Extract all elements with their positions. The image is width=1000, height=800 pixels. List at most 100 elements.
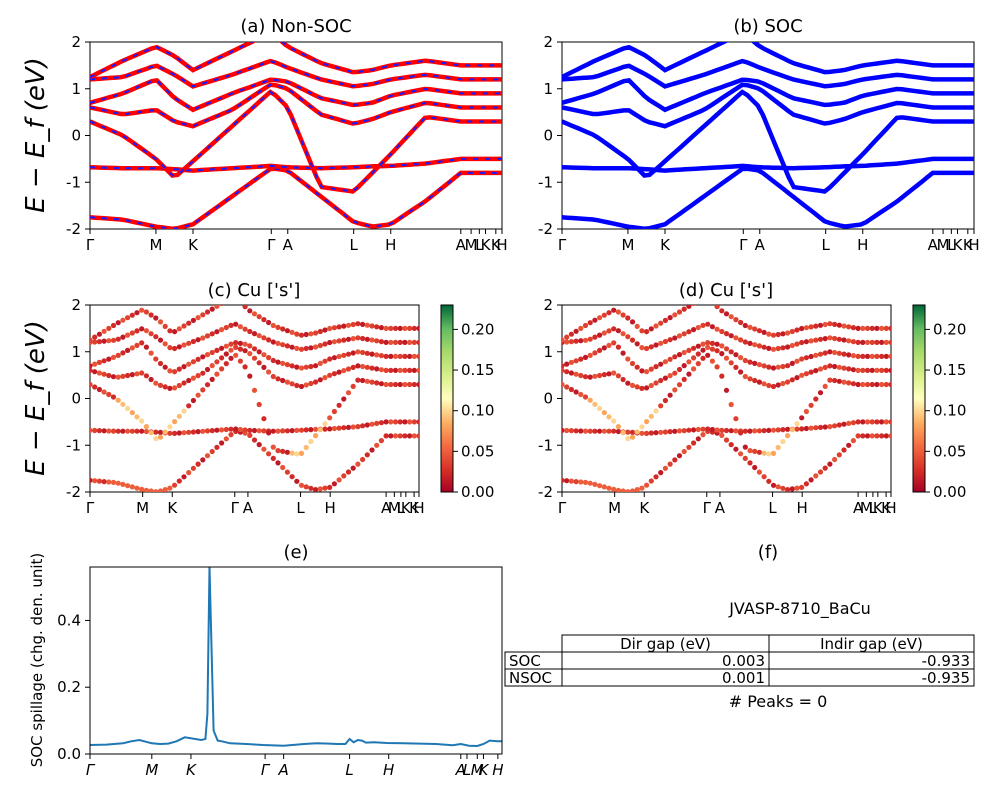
panel-c-point bbox=[204, 333, 211, 339]
panel-d-point bbox=[653, 323, 659, 329]
panel-c-point bbox=[162, 487, 168, 492]
panel-d-point bbox=[728, 314, 734, 320]
panel-d-xtick-label: K bbox=[881, 499, 892, 517]
panel-c-point bbox=[190, 359, 196, 365]
panel-d-point bbox=[766, 451, 772, 457]
panel-d-point bbox=[714, 341, 720, 347]
panel-d-point bbox=[653, 474, 659, 480]
panel-e-xtick-label: H bbox=[383, 761, 394, 779]
panel-d-point bbox=[606, 371, 612, 377]
panel-c-point bbox=[275, 448, 281, 454]
panel-d-point bbox=[841, 323, 847, 329]
panel-c-point bbox=[284, 328, 290, 334]
panel-d-point bbox=[629, 382, 636, 388]
panel-c-point bbox=[115, 352, 121, 358]
panel-c-xtick-label: M bbox=[136, 499, 149, 517]
panel-d-point bbox=[714, 326, 720, 332]
panel-d-point bbox=[747, 324, 753, 330]
panel-d-point bbox=[864, 353, 871, 359]
panel-d-point bbox=[582, 337, 589, 343]
panel-d-point bbox=[879, 325, 885, 331]
panel-d-point bbox=[728, 333, 734, 339]
panel-d-point bbox=[601, 428, 607, 434]
panel-d-point bbox=[723, 355, 730, 361]
panel-c-point bbox=[411, 381, 417, 388]
panel-c-point bbox=[115, 336, 121, 342]
panel-d-point bbox=[761, 474, 767, 480]
panel-d-point bbox=[733, 352, 739, 358]
panel-d-point bbox=[634, 341, 640, 347]
panel-c-point bbox=[153, 489, 159, 492]
panel-d-point bbox=[850, 353, 857, 359]
panel-d-point bbox=[658, 340, 664, 346]
panel-c-point bbox=[360, 377, 366, 384]
panel-c-point bbox=[90, 363, 93, 369]
panel-c-point bbox=[153, 380, 159, 386]
panel-d-point bbox=[756, 379, 763, 385]
panel-c-point bbox=[139, 428, 145, 434]
panel-d-point bbox=[719, 432, 725, 438]
panel-c-point bbox=[153, 429, 159, 435]
panel-c-point bbox=[313, 426, 319, 432]
panel-c-point bbox=[92, 369, 98, 375]
panel-c-point bbox=[186, 470, 192, 476]
panel-d-point bbox=[803, 481, 810, 487]
panel-d-point bbox=[728, 360, 734, 366]
panel-f-value: 0.001 bbox=[722, 669, 765, 687]
panel-d-xtick-label: M bbox=[860, 499, 873, 517]
panel-d-point bbox=[667, 392, 673, 398]
panel-c-xtick-label: A bbox=[243, 499, 254, 517]
panel-c-point bbox=[345, 322, 352, 328]
panel-c-point bbox=[251, 437, 258, 443]
panel-d-point bbox=[756, 362, 763, 368]
panel-d-ytick-label: 0 bbox=[543, 390, 553, 408]
panel-d-point bbox=[841, 421, 847, 427]
panel-a-ytick-label: -2 bbox=[66, 220, 81, 238]
panel-d-point bbox=[573, 479, 579, 485]
panel-d-point bbox=[658, 429, 664, 435]
panel-c-point bbox=[129, 484, 135, 490]
panel-b-xtick-label: A bbox=[755, 236, 766, 254]
panel-d-point bbox=[582, 322, 589, 329]
panel-c-point bbox=[298, 346, 305, 352]
panel-d-point bbox=[573, 371, 579, 377]
panel-c-point bbox=[219, 355, 225, 361]
panel-d-point bbox=[874, 419, 880, 425]
panel-d-point bbox=[634, 487, 640, 492]
panel-d-point bbox=[766, 478, 772, 484]
panel-c-point bbox=[284, 362, 290, 368]
panel-c-point bbox=[270, 373, 276, 380]
panel-c-point bbox=[374, 442, 380, 448]
panel-f-value: 0.003 bbox=[722, 652, 765, 670]
panel-d-point bbox=[733, 428, 739, 434]
panel-c-point bbox=[190, 465, 196, 471]
panel-c-point bbox=[416, 353, 419, 359]
panel-c-point bbox=[90, 337, 93, 343]
panel-a-band-dash bbox=[90, 60, 502, 88]
panel-c-point bbox=[247, 343, 253, 349]
panel-c-point bbox=[251, 427, 258, 434]
panel-d-point bbox=[653, 364, 659, 370]
panel-b-ytick-label: 2 bbox=[543, 33, 553, 51]
panel-a-ytick-label: 0 bbox=[71, 127, 81, 145]
panel-c-point bbox=[134, 371, 140, 377]
panel-f-footer: # Peaks = 0 bbox=[729, 692, 828, 711]
panel-c-point bbox=[345, 336, 352, 342]
panel-d-point bbox=[592, 334, 598, 340]
panel-c-point bbox=[345, 469, 352, 475]
panel-c-point bbox=[214, 329, 220, 335]
panel-d-point bbox=[597, 332, 603, 338]
panel-c-colorbar-label: 0.20 bbox=[461, 320, 494, 338]
panel-d-point bbox=[864, 433, 871, 439]
panel-c-point bbox=[242, 348, 248, 354]
panel-c-ytick-label: 1 bbox=[71, 343, 81, 361]
panel-d-point bbox=[738, 337, 744, 343]
panel-d-point bbox=[592, 481, 598, 487]
panel-d-point bbox=[691, 440, 697, 446]
panel-c-point bbox=[303, 427, 309, 433]
panel-c-point bbox=[350, 465, 356, 471]
panel-c-point bbox=[280, 428, 286, 434]
panel-d-point bbox=[615, 428, 622, 435]
panel-a-bands bbox=[90, 42, 502, 229]
panel-a-band-dash bbox=[90, 90, 502, 193]
